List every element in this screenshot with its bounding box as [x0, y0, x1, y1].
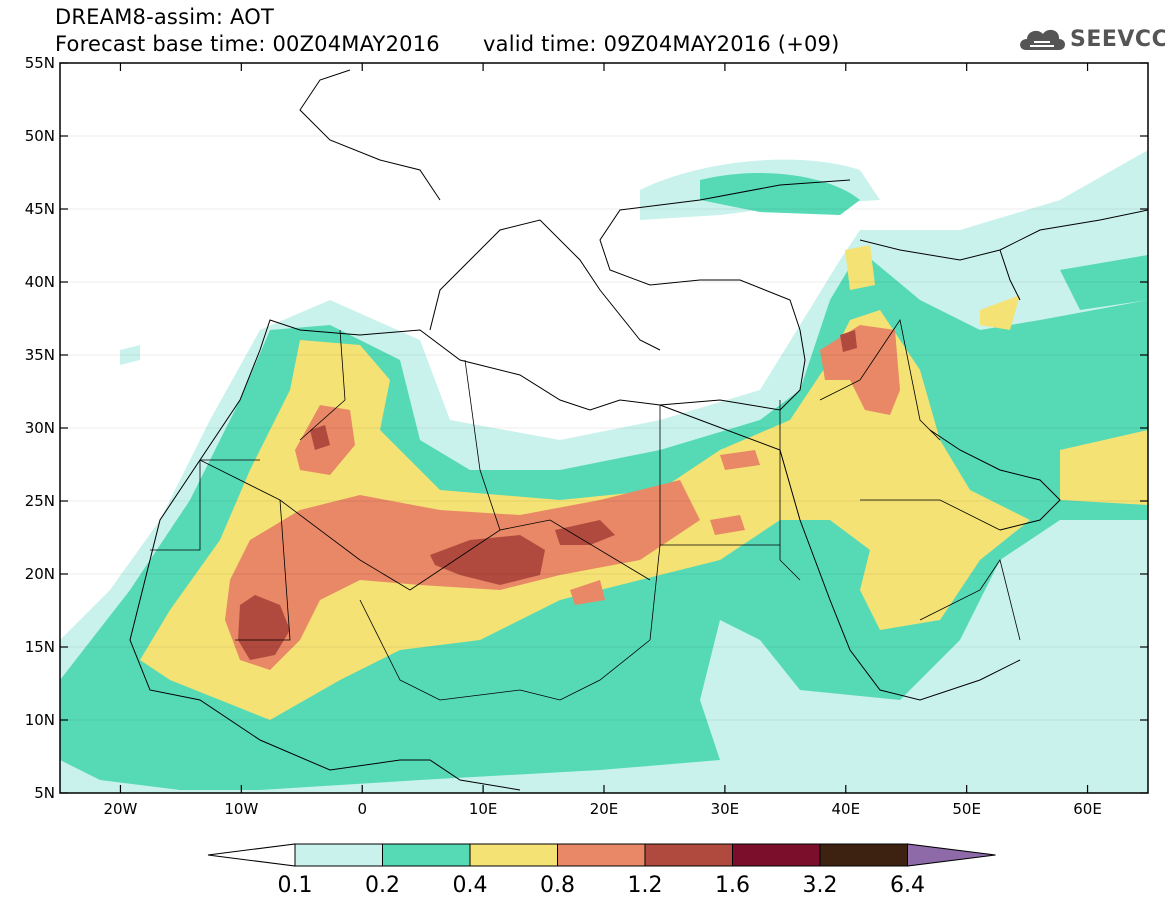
- coastlines: [129, 69, 1148, 791]
- colorbar-segment: [732, 843, 821, 867]
- colorbar-segment: [469, 843, 558, 867]
- lon-label: 40E: [831, 800, 860, 818]
- colorbar-label: 6.4: [890, 873, 925, 898]
- colorbar-segment: [382, 843, 471, 867]
- seevccc-logo: SEEVCCC: [1018, 22, 1165, 58]
- country-borders: [150, 318, 1021, 701]
- forecast-base-time: Forecast base time: 00Z04MAY2016: [55, 32, 440, 56]
- colorbar-segment: [557, 843, 646, 867]
- lat-label: 5N: [34, 784, 55, 802]
- colorbar-label: 3.2: [803, 873, 838, 898]
- lat-label: 20N: [25, 565, 55, 583]
- aot-band-1.2: [238, 330, 857, 660]
- logo-text: SEEVCCC: [1070, 27, 1165, 52]
- lon-label: 0: [357, 800, 367, 818]
- lat-label: 10N: [25, 711, 55, 729]
- map-area: [60, 63, 1148, 793]
- lat-label: 40N: [25, 273, 55, 291]
- colorbar-label: 0.1: [278, 873, 313, 898]
- lat-label: 55N: [25, 54, 55, 72]
- colorbar-label: 1.2: [628, 873, 663, 898]
- lon-label: 50E: [952, 800, 981, 818]
- colorbar-label: 0.8: [540, 873, 575, 898]
- lat-axis: 55N 50N 45N 40N 35N 30N 25N 20N 15N 10N 5N: [25, 54, 1148, 802]
- lat-label: 30N: [25, 419, 55, 437]
- colorbar-under-arrow: [207, 843, 296, 867]
- colorbar-segment: [294, 843, 383, 867]
- lat-label: 45N: [25, 200, 55, 218]
- colorbar-over-arrow: [907, 843, 996, 867]
- lat-label: 35N: [25, 346, 55, 364]
- cloud-logo-icon: [1020, 29, 1065, 50]
- time-info: Forecast base time: 00Z04MAY2016 valid t…: [55, 32, 839, 56]
- colorbar-label: 0.4: [453, 873, 488, 898]
- lat-label: 25N: [25, 492, 55, 510]
- graticule: [60, 135, 1148, 721]
- valid-time: valid time: 09Z04MAY2016 (+09): [483, 32, 840, 56]
- lon-label: 60E: [1073, 800, 1102, 818]
- lon-axis: 20W 10W 0 10E 20E 30E 40E 50E 60E: [103, 63, 1102, 818]
- colorbar: 0.1 0.2 0.4 0.8 1.2 1.6 3.2 6.4: [207, 843, 996, 898]
- lon-label: 10E: [469, 800, 498, 818]
- lon-label: 20E: [590, 800, 619, 818]
- colorbar-label: 0.2: [365, 873, 400, 898]
- map-title: DREAM8-assim: AOT: [55, 5, 274, 29]
- lon-label: 30E: [711, 800, 740, 818]
- lat-label: 15N: [25, 638, 55, 656]
- lon-label: 10W: [224, 800, 258, 818]
- colorbar-label: 1.6: [715, 873, 750, 898]
- lon-label: 20W: [103, 800, 137, 818]
- colorbar-segment: [819, 843, 908, 867]
- lat-label: 50N: [25, 127, 55, 145]
- colorbar-segment: [644, 843, 733, 867]
